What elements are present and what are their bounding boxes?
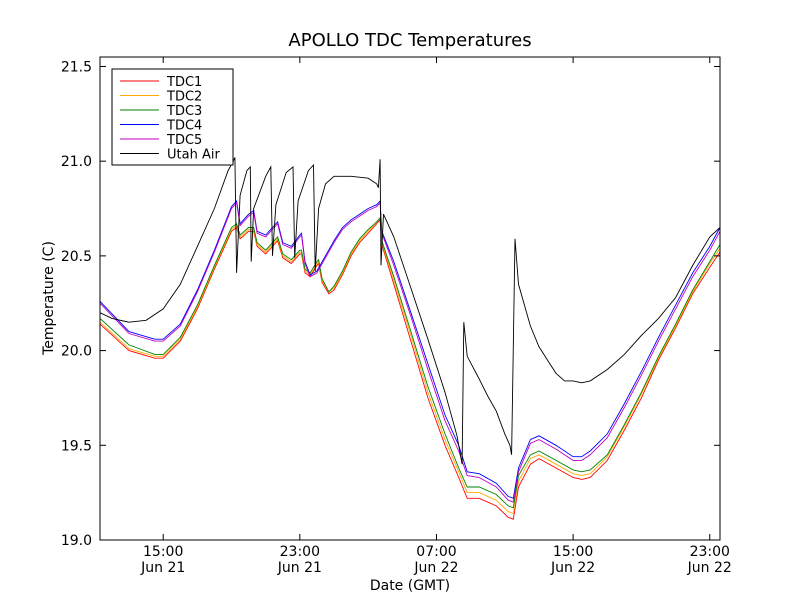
x-tick-label-time: 23:00 [280, 544, 320, 560]
legend-frame [111, 68, 234, 166]
x-tick-label-date: Jun 22 [687, 560, 732, 576]
y-tick-label: 20.0 [61, 344, 92, 360]
x-tick-label-time: 23:00 [690, 544, 730, 560]
y-tick-label: 20.5 [61, 249, 92, 265]
legend-label: TDC3 [166, 104, 202, 119]
x-tick-label-time: 07:00 [416, 544, 456, 560]
x-tick-label-date: Jun 21 [140, 560, 185, 576]
y-tick-label: 19.5 [61, 438, 92, 454]
x-tick-label-time: 15:00 [143, 544, 183, 560]
x-tick-label-time: 15:00 [553, 544, 593, 560]
x-axis-label: Date (GMT) [370, 578, 450, 594]
series-layer [99, 157, 721, 520]
legend-label: TDC4 [166, 119, 202, 134]
chart-title: APOLLO TDC Temperatures [288, 30, 531, 51]
legend-label: TDC5 [166, 133, 202, 148]
x-tick-label-date: Jun 22 [550, 560, 595, 576]
x-tick-label-date: Jun 21 [277, 560, 322, 576]
plot-frame [99, 56, 721, 541]
series-line-tdc3 [99, 216, 721, 509]
series-line-utah-air [99, 157, 721, 465]
series-line-tdc2 [99, 216, 721, 515]
y-tick-label: 21.5 [61, 59, 92, 75]
series-line-tdc4 [99, 199, 721, 499]
legend-label: TDC1 [166, 75, 202, 90]
legend-label: Utah Air [167, 148, 220, 163]
y-axis-label: Temperature (C) [41, 241, 57, 356]
series-line-tdc1 [99, 218, 721, 520]
y-tick-label: 19.0 [61, 533, 92, 549]
x-tick-label-date: Jun 22 [413, 560, 458, 576]
legend-label: TDC2 [166, 90, 202, 105]
y-tick-label: 21.0 [61, 154, 92, 170]
series-line-tdc5 [99, 201, 721, 503]
